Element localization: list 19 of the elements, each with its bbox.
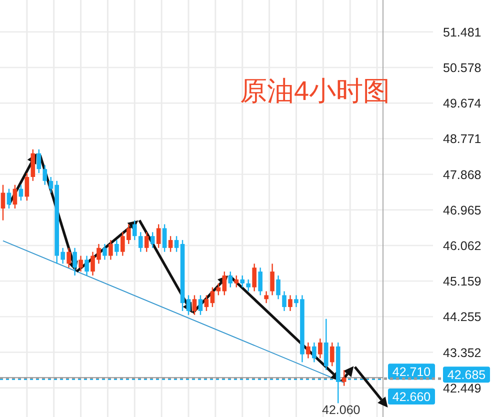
ytick: 47.868 xyxy=(443,168,482,182)
ytick: 50.578 xyxy=(443,60,482,75)
ref-line-label: 42.710 xyxy=(392,365,431,380)
ytick: 44.255 xyxy=(443,310,482,324)
ytick: 45.159 xyxy=(443,274,482,289)
ref-label: 42.660 xyxy=(388,388,435,405)
ref-line-label: 42.685 xyxy=(447,368,486,382)
ytick: 51.481 xyxy=(443,25,482,40)
ref-line-label: 42.660 xyxy=(392,390,431,404)
ref-label: 42.685 xyxy=(443,366,490,383)
title: 原油4小时图 xyxy=(240,76,390,106)
ytick: 46.062 xyxy=(443,238,482,253)
ytick: 43.352 xyxy=(443,346,482,360)
annotation: 42.060 xyxy=(322,403,360,417)
ytick: 46.965 xyxy=(443,203,482,218)
ytick: 49.674 xyxy=(443,96,482,111)
ytick: 48.771 xyxy=(443,132,482,146)
ytick: 42.449 xyxy=(443,381,482,396)
ref-label: 42.710 xyxy=(388,364,435,380)
